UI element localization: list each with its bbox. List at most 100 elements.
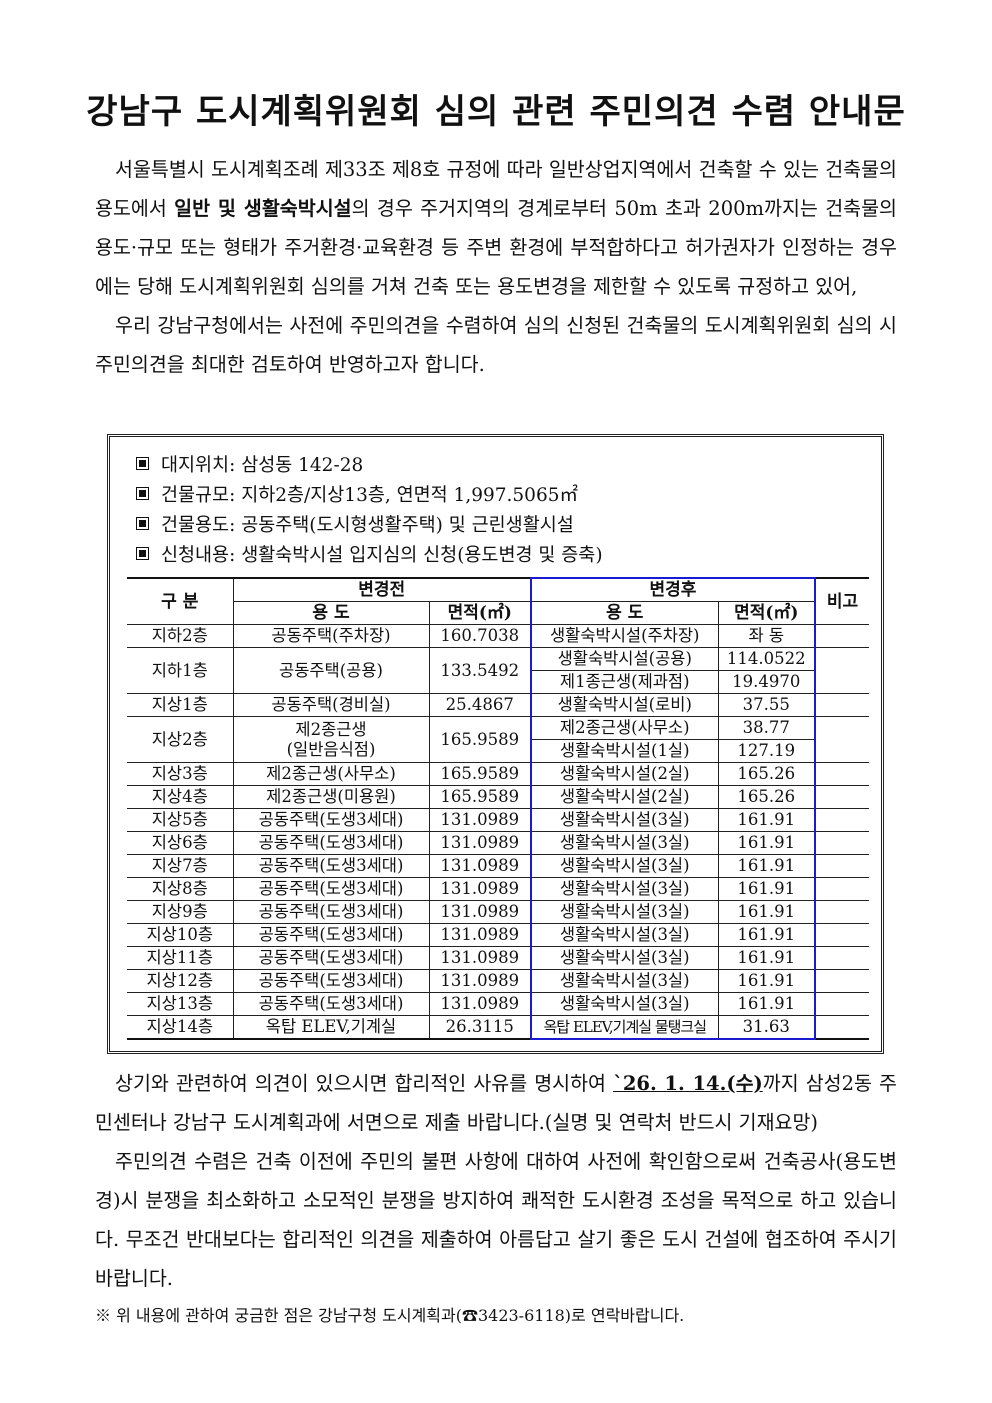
header-after: 변경후 bbox=[530, 577, 816, 602]
table-row: 지하2층 공동주택(주차장) 160.7038 생활숙박시설(주차장) 좌 동 bbox=[127, 624, 869, 648]
closing-text-a: 상기와 관련하여 의견이 있으시면 합리적인 사유를 명시하여 bbox=[115, 1072, 614, 1095]
after-use-cell: 생활숙박시설(로비) bbox=[530, 693, 719, 717]
contact-note: ※ 위 내용에 관하여 궁금한 점은 강남구청 도시계획과(☎3423-6118… bbox=[95, 1306, 685, 1325]
table-row: 지상12층 공동주택(도생3세대) 131.0989 생활숙박시설(3실) 161.91 bbox=[127, 969, 869, 993]
table-row: 지상3층 제2종근생(사무소) 165.9589 생활숙박시설(2실) 165.26 bbox=[127, 762, 869, 786]
page-title: 강남구 도시계획위원회 심의 관련 주민의견 수렴 안내문 bbox=[86, 92, 906, 132]
table-row: 지상2층 제2종근생 (일반음식점) 165.9589 제2종근생(사무소) 38.77 bbox=[127, 716, 869, 763]
floor-cell: 지상7층 bbox=[127, 854, 234, 878]
info-item: 건물규모: 지하2층/지상13층, 연면적 1,997.5065㎡ bbox=[136, 481, 603, 511]
before-use-cell: 옥탑 ELEV,기계실 bbox=[232, 1015, 430, 1040]
remarks-cell bbox=[814, 1015, 869, 1040]
table-row: 제1종근생(제과점) 19.4970 bbox=[127, 670, 869, 694]
before-use-cell: 공동주택(공용) bbox=[232, 647, 430, 694]
before-area-cell: 131.0989 bbox=[428, 831, 532, 855]
after-area-cell: 161.91 bbox=[717, 992, 816, 1016]
after-area-cell: 165.26 bbox=[717, 785, 816, 809]
table-row: 지상8층 공동주택(도생3세대) 131.0989 생활숙박시설(3실) 161.91 bbox=[127, 877, 869, 901]
after-use-cell: 생활숙박시설(1실) bbox=[530, 739, 719, 763]
remarks-cell bbox=[814, 900, 869, 924]
info-item: 신청내용: 생활숙박시설 입지심의 신청(용도변경 및 증축) bbox=[136, 541, 603, 571]
after-use-cell: 생활숙박시설(3실) bbox=[530, 877, 719, 901]
floor-cell: 지상5층 bbox=[127, 808, 234, 832]
after-use-cell: 생활숙박시설(3실) bbox=[530, 854, 719, 878]
after-area-cell: 165.26 bbox=[717, 762, 816, 786]
after-area-cell: 161.91 bbox=[717, 854, 816, 878]
after-area-cell: 161.91 bbox=[717, 923, 816, 947]
square-bullet-icon bbox=[136, 547, 149, 560]
floor-cell: 지상14층 bbox=[127, 1015, 234, 1040]
table-row: 지하1층 공동주택(공용) 133.5492 생활숙박시설(공용) 114.0522 bbox=[127, 647, 869, 694]
floor-cell: 지상11층 bbox=[127, 946, 234, 970]
after-area-cell: 114.0522 bbox=[717, 647, 816, 671]
before-area-cell: 131.0989 bbox=[428, 900, 532, 924]
after-use-cell: 제1종근생(제과점) bbox=[530, 670, 719, 694]
header-before-use: 용 도 bbox=[233, 601, 430, 625]
after-use-cell: 생활숙박시설(3실) bbox=[530, 808, 719, 832]
remarks-cell bbox=[814, 808, 869, 832]
before-use-cell: 공동주택(도생3세대) bbox=[232, 877, 430, 901]
before-use-cell: 공동주택(도생3세대) bbox=[232, 900, 430, 924]
after-area-cell: 161.91 bbox=[717, 969, 816, 993]
before-area-cell: 133.5492 bbox=[428, 647, 532, 694]
before-use-cell: 공동주택(경비실) bbox=[232, 693, 430, 717]
intro-bold: 일반 및 생활숙박시설 bbox=[174, 197, 352, 220]
floor-cell: 지상2층 bbox=[127, 716, 234, 763]
after-area-cell: 19.4970 bbox=[717, 670, 816, 694]
after-area-cell: 161.91 bbox=[717, 946, 816, 970]
table-row: 지상13층 공동주택(도생3세대) 131.0989 생활숙박시설(3실) 161.91 bbox=[127, 992, 869, 1016]
intro-text: 서울특별시 도시계획조례 제33조 제8호 규정에 따라 일반상업지역에서 건축… bbox=[95, 150, 897, 384]
application-info-box: 대지위치: 삼성동 142-28 건물규모: 지하2층/지상13층, 연면적 1… bbox=[107, 434, 884, 1054]
remarks-cell bbox=[814, 946, 869, 970]
table-row: 지상10층 공동주택(도생3세대) 131.0989 생활숙박시설(3실) 161.91 bbox=[127, 923, 869, 947]
before-use-cell: 공동주택(도생3세대) bbox=[232, 946, 430, 970]
table-row: 지상4층 제2종근생(미용원) 165.9589 생활숙박시설(2실) 165.26 bbox=[127, 785, 869, 809]
after-use-cell: 생활숙박시설(3실) bbox=[530, 900, 719, 924]
remarks-cell bbox=[814, 992, 869, 1016]
after-use-cell: 생활숙박시설(3실) bbox=[530, 923, 719, 947]
after-use-cell: 생활숙박시설(2실) bbox=[530, 785, 719, 809]
table-row: 생활숙박시설(1실) 127.19 bbox=[127, 739, 869, 763]
after-use-cell: 생활숙박시설(3실) bbox=[530, 946, 719, 970]
info-text: 건물용도: 공동주택(도시형생활주택) 및 근린생활시설 bbox=[161, 515, 574, 536]
info-item: 건물용도: 공동주택(도시형생활주택) 및 근린생활시설 bbox=[136, 511, 603, 541]
floor-cell: 지상3층 bbox=[127, 762, 234, 786]
before-use-cell: 제2종근생 (일반음식점) bbox=[232, 716, 430, 763]
before-area-cell: 131.0989 bbox=[428, 854, 532, 878]
remarks-cell bbox=[814, 785, 869, 809]
before-area-cell: 131.0989 bbox=[428, 946, 532, 970]
before-area-cell: 165.9589 bbox=[428, 716, 532, 763]
before-use-cell: 공동주택(도생3세대) bbox=[232, 969, 430, 993]
after-area-cell: 161.91 bbox=[717, 831, 816, 855]
remarks-cell bbox=[814, 854, 869, 878]
table-row: 지상5층 공동주택(도생3세대) 131.0989 생활숙박시설(3실) 161.91 bbox=[127, 808, 869, 832]
info-text: 신청내용: 생활숙박시설 입지심의 신청(용도변경 및 증축) bbox=[161, 545, 603, 566]
table-row: 지상9층 공동주택(도생3세대) 131.0989 생활숙박시설(3실) 161.91 bbox=[127, 900, 869, 924]
table-row: 지상11층 공동주택(도생3세대) 131.0989 생활숙박시설(3실) 161.91 bbox=[127, 946, 869, 970]
after-area-cell: 161.91 bbox=[717, 900, 816, 924]
before-use-cell: 제2종근생(사무소) bbox=[232, 762, 430, 786]
remarks-cell bbox=[814, 923, 869, 947]
table-row: 지상7층 공동주택(도생3세대) 131.0989 생활숙박시설(3실) 161.91 bbox=[127, 854, 869, 878]
before-use-cell: 제2종근생(미용원) bbox=[232, 785, 430, 809]
before-use-cell: 공동주택(주차장) bbox=[232, 624, 430, 648]
header-before: 변경전 bbox=[232, 577, 532, 602]
closing-paragraph-2: 주민의견 수렴은 건축 이전에 주민의 불편 사항에 대하여 사전에 확인함으로… bbox=[95, 1150, 897, 1290]
floor-cell: 지상1층 bbox=[127, 693, 234, 717]
header-after-use: 용 도 bbox=[530, 601, 719, 625]
before-use-cell: 공동주택(도생3세대) bbox=[232, 808, 430, 832]
floor-cell: 지상10층 bbox=[127, 923, 234, 947]
remarks-cell bbox=[814, 624, 869, 648]
before-use-cell: 공동주택(도생3세대) bbox=[232, 831, 430, 855]
info-text: 대지위치: 삼성동 142-28 bbox=[161, 455, 364, 476]
before-area-cell: 160.7038 bbox=[428, 624, 532, 648]
floor-cell: 지상6층 bbox=[127, 831, 234, 855]
closing-text-b: 까지 삼성2동 주민센터나 강남구 도시계획과에 서면으로 제출 바랍니다.(실… bbox=[95, 1072, 897, 1134]
intro-text-b: 의 경우 주거지역의 경계로부터 50m 초과 200m까지는 건축물의 용도·… bbox=[95, 197, 897, 298]
after-area-cell: 38.77 bbox=[717, 716, 816, 740]
before-area-cell: 131.0989 bbox=[428, 969, 532, 993]
after-use-cell: 옥탑 ELEV,기계실 물탱크실 bbox=[530, 1015, 719, 1040]
remarks-cell bbox=[814, 762, 869, 786]
before-area-cell: 131.0989 bbox=[428, 992, 532, 1016]
after-area-cell: 37.55 bbox=[717, 693, 816, 717]
